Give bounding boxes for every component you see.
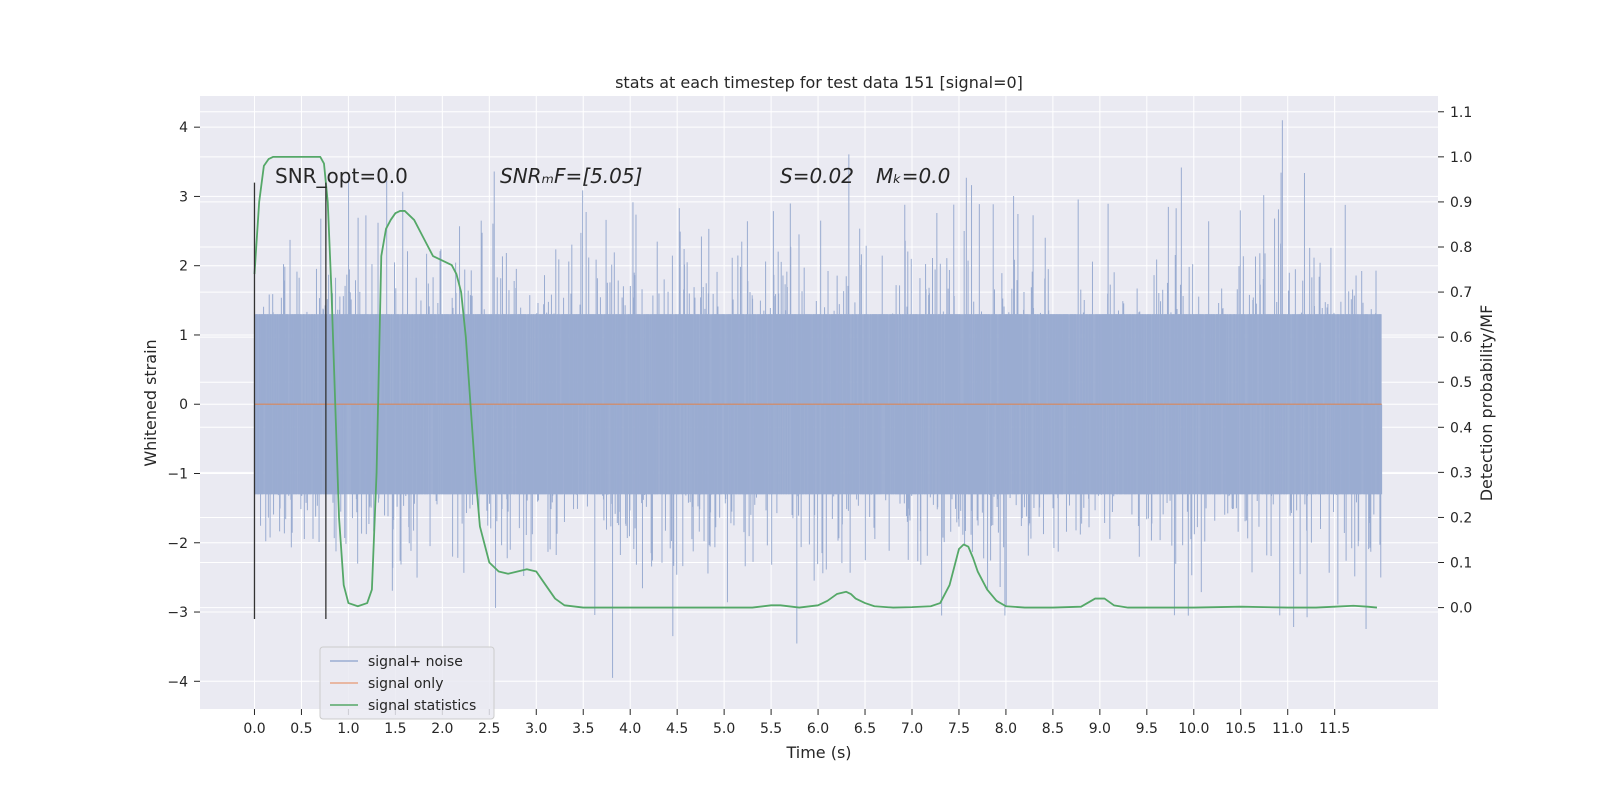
x-tick-label: 7.0 (901, 721, 923, 737)
x-tick-label: 0.5 (290, 721, 312, 737)
y-right-tick-label: 0.0 (1450, 601, 1472, 617)
y-right-axis-label: Detection probability/MF (1477, 305, 1496, 502)
signal-statistics-line (253, 155, 1378, 609)
x-tick-label: 1.0 (337, 721, 359, 737)
x-tick-label: 3.0 (525, 721, 547, 737)
y-right-tick-label: 0.3 (1450, 465, 1472, 481)
x-tick-label: 4.0 (619, 721, 641, 737)
y-left-axis-label: Whitened strain (141, 339, 160, 466)
y-right-axis-ticks: 1.1 1.0 0.9 0.8 0.7 0.6 0.5 0.4 0.3 0.2 0.1 0.0 (1438, 105, 1472, 617)
y-right-tick-label: 0.7 (1450, 285, 1472, 301)
x-tick-label: 9.0 (1089, 721, 1111, 737)
y-left-tick-label: −4 (167, 674, 188, 690)
x-tick-label: 8.5 (1042, 721, 1064, 737)
x-tick-label: 2.5 (478, 721, 500, 737)
x-tick-label: 6.5 (854, 721, 876, 737)
vertical-markers (253, 182, 327, 619)
y-left-tick-label: −1 (167, 466, 188, 482)
x-tick-label: 6.0 (807, 721, 829, 737)
annotation-s: S=0.02 (780, 164, 854, 188)
x-tick-label: 4.5 (666, 721, 688, 737)
chart-title: stats at each timestep for test data 151… (615, 73, 1023, 92)
x-axis-ticks: 0.0 0.5 1.0 1.5 2.0 2.5 3.0 3.5 4.0 4.5 5.0 5.5 6.0 6… (243, 709, 1350, 737)
y-left-tick-label: 0 (179, 397, 188, 413)
x-tick-label: 1.5 (384, 721, 406, 737)
y-left-tick-label: 2 (179, 259, 188, 275)
y-right-tick-label: 0.1 (1450, 556, 1472, 572)
legend-box (319, 646, 495, 720)
legend: signal+ noise signal only signal statist… (319, 646, 495, 720)
x-tick-label: 2.0 (431, 721, 453, 737)
annotation-mc: Mₖ=0.0 (876, 164, 950, 188)
y-left-tick-label: −3 (167, 605, 188, 621)
legend-label-signal-statistics: signal statistics (368, 698, 476, 714)
x-tick-label: 11.5 (1319, 721, 1350, 737)
x-tick-label: 0.0 (243, 721, 265, 737)
y-right-tick-label: 0.4 (1450, 420, 1472, 436)
x-tick-label: 10.0 (1178, 721, 1209, 737)
x-tick-label: 5.0 (713, 721, 735, 737)
annotation-snr-opt: SNR_opt=0.0 (275, 164, 408, 188)
x-tick-label: 7.5 (948, 721, 970, 737)
legend-label-signal-only: signal only (368, 676, 443, 692)
x-axis-label: Time (s) (785, 743, 851, 762)
x-tick-label: 10.5 (1225, 721, 1256, 737)
y-left-tick-label: 1 (179, 328, 188, 344)
y-right-tick-label: 0.2 (1450, 510, 1472, 526)
series-lines (253, 155, 1382, 609)
x-tick-label: 8.0 (995, 721, 1017, 737)
y-right-tick-label: 0.8 (1450, 240, 1472, 256)
x-tick-label: 5.5 (760, 721, 782, 737)
y-right-tick-label: 1.0 (1450, 150, 1472, 166)
y-left-axis-ticks: 4 3 2 1 0 −1 −2 −3 −4 (167, 120, 200, 690)
annotation-snr-mf: SNRₘF=[5.05] (500, 164, 642, 188)
x-tick-label: 11.0 (1272, 721, 1303, 737)
y-right-tick-label: 0.6 (1450, 330, 1472, 346)
y-left-tick-label: 3 (179, 189, 188, 205)
legend-label-signal-plus-noise: signal+ noise (368, 654, 463, 670)
y-left-tick-label: −2 (167, 536, 188, 552)
y-right-tick-label: 0.5 (1450, 375, 1472, 391)
x-tick-label: 3.5 (572, 721, 594, 737)
y-left-tick-label: 4 (179, 120, 188, 136)
x-tick-label: 9.5 (1136, 721, 1158, 737)
y-right-tick-label: 1.1 (1450, 105, 1472, 121)
y-right-tick-label: 0.9 (1450, 195, 1472, 211)
